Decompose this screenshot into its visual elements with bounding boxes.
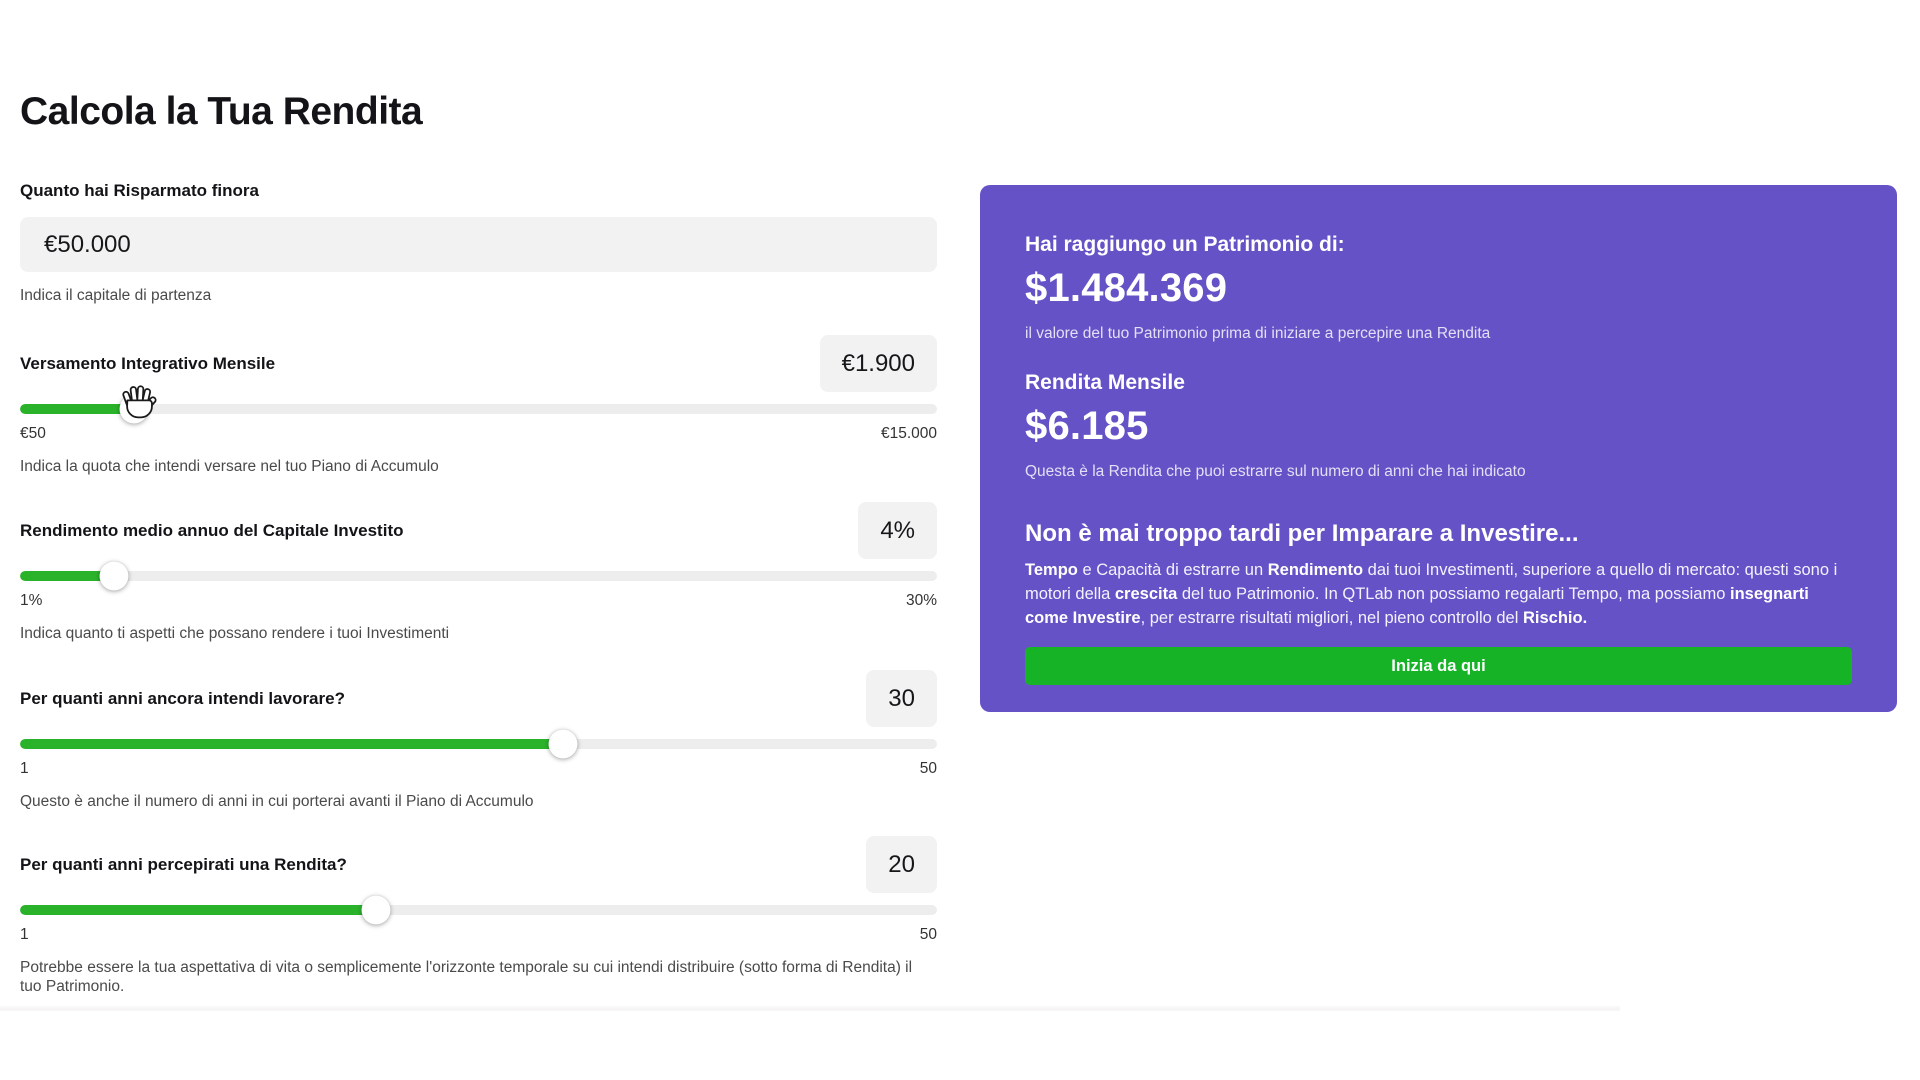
range-min: 1 <box>20 926 29 943</box>
annual-return-slider[interactable] <box>20 561 937 591</box>
slider-thumb[interactable] <box>361 895 391 925</box>
slider-fill <box>20 905 376 915</box>
savings-helper: Indica il capitale di partenza <box>20 287 212 304</box>
monthly-contribution-label: Versamento Integrativo Mensile <box>20 353 276 373</box>
range-max: 50 <box>919 760 937 777</box>
slider-fill <box>20 571 115 581</box>
annual-return-helper: Indica quanto ti aspetti che possano ren… <box>20 625 450 642</box>
savings-input-value: €50.000 <box>44 230 131 258</box>
slider-fill <box>20 404 134 414</box>
page-title: Calcola la Tua Rendita <box>20 90 423 133</box>
range-max: 50 <box>919 926 937 943</box>
range-max: €15.000 <box>880 425 937 442</box>
start-here-button[interactable]: Inizia da qui <box>1025 647 1852 685</box>
annual-return-range: 1% 30% <box>20 592 937 610</box>
monthly-contribution-range: €50 €15.000 <box>20 425 937 443</box>
monthly-contribution-slider[interactable] <box>20 385 937 424</box>
annuity-years-section: Per quanti anni percepirati una Rendita?… <box>20 836 937 996</box>
slider-fill <box>20 739 563 749</box>
working-years-slider[interactable] <box>20 729 937 759</box>
working-years-label: Per quanti anni ancora intendi lavorare? <box>20 688 345 708</box>
savings-input[interactable]: €50.000 <box>20 217 937 272</box>
monthly-contribution-head: Versamento Integrativo Mensile €1.900 <box>20 335 937 392</box>
working-years-section: Per quanti anni ancora intendi lavorare?… <box>20 670 937 811</box>
slider-track[interactable] <box>20 905 937 915</box>
annual-return-label: Rendimento medio annuo del Capitale Inve… <box>20 520 404 540</box>
savings-label: Quanto hai Risparmato finora <box>20 181 259 200</box>
rendita-caption: Questa è la Rendita che puoi estrarre su… <box>1025 463 1526 480</box>
results-card: Hai raggiungo un Patrimonio di: $1.484.3… <box>980 185 1897 712</box>
working-years-head: Per quanti anni ancora intendi lavorare?… <box>20 670 937 727</box>
savings-section: Quanto hai Risparmato finora €50.000 Ind… <box>20 180 937 305</box>
slider-track[interactable] <box>20 404 937 414</box>
range-min: €50 <box>20 425 46 442</box>
patrimonio-heading: Hai raggiungo un Patrimonio di: <box>1025 233 1345 256</box>
annuity-years-range: 1 50 <box>20 926 937 944</box>
working-years-helper: Questo è anche il numero di anni in cui … <box>20 793 534 810</box>
annual-return-value-badge: 4% <box>858 502 937 559</box>
monthly-contribution-section: Versamento Integrativo Mensile €1.900 <box>20 335 937 476</box>
working-years-range: 1 50 <box>20 760 937 778</box>
bottom-divider <box>0 1005 1620 1012</box>
patrimonio-amount: $1.484.369 <box>1025 266 1228 310</box>
range-max: 30% <box>905 592 937 609</box>
rendita-amount: $6.185 <box>1025 404 1149 448</box>
rendita-heading: Rendita Mensile <box>1025 371 1185 394</box>
learn-heading: Non è mai troppo tardi per Imparare a In… <box>1025 520 1579 547</box>
learn-paragraph: Tempo e Capacità di estrarre un Rendimen… <box>1025 561 1838 627</box>
annuity-years-label: Per quanti anni percepirati una Rendita? <box>20 854 347 874</box>
annuity-years-head: Per quanti anni percepirati una Rendita?… <box>20 836 937 893</box>
monthly-contribution-helper: Indica la quota che intendi versare nel … <box>20 458 439 475</box>
working-years-value-badge: 30 <box>866 670 937 727</box>
annuity-years-helper: Potrebbe essere la tua aspettativa di vi… <box>20 959 913 995</box>
slider-thumb[interactable] <box>99 561 129 591</box>
slider-thumb[interactable] <box>119 394 149 424</box>
slider-track[interactable] <box>20 739 937 749</box>
annuity-years-value-badge: 20 <box>866 836 937 893</box>
annual-return-head: Rendimento medio annuo del Capitale Inve… <box>20 502 937 559</box>
annuity-years-slider[interactable] <box>20 895 937 925</box>
slider-track[interactable] <box>20 571 937 581</box>
range-min: 1 <box>20 760 29 777</box>
annual-return-section: Rendimento medio annuo del Capitale Inve… <box>20 502 937 643</box>
monthly-contribution-value-badge: €1.900 <box>819 335 937 392</box>
patrimonio-caption: il valore del tuo Patrimonio prima di in… <box>1025 325 1491 342</box>
slider-thumb[interactable] <box>548 729 578 759</box>
range-min: 1% <box>20 592 43 609</box>
